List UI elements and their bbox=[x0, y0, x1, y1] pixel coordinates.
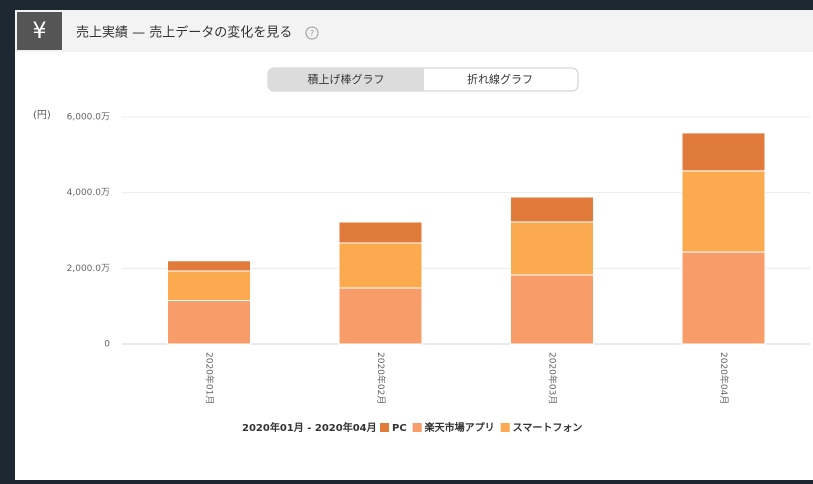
help-icon[interactable]: ? bbox=[310, 29, 314, 38]
y-unit: (円) bbox=[33, 110, 51, 121]
legend-swatch bbox=[380, 423, 389, 432]
x-tick-label: 2020年03月 bbox=[547, 352, 559, 404]
bar-segment bbox=[511, 197, 594, 222]
y-tick-label: 0 bbox=[104, 340, 110, 350]
x-tick-label: 2020年04月 bbox=[718, 352, 730, 404]
bar-segment bbox=[168, 261, 251, 271]
legend-label: スマートフォン bbox=[513, 422, 583, 434]
legend-swatch bbox=[501, 423, 510, 432]
legend-title: 2020年01月 - 2020年04月 bbox=[242, 421, 377, 434]
bar-segment bbox=[168, 271, 251, 301]
bar-segment bbox=[339, 288, 422, 344]
x-tick-label: 2020年02月 bbox=[375, 352, 387, 404]
bar-segment bbox=[511, 275, 594, 344]
toggle-stacked[interactable]: 積上げ棒グラフ bbox=[308, 72, 385, 86]
y-tick-label: 6,000.0万 bbox=[67, 113, 110, 123]
header-icon: ¥ bbox=[33, 19, 47, 44]
screen: ¥ 売上実績 — 売上データの変化を見る ? 積上げ棒グラフ 折れ線グラフ (円… bbox=[0, 0, 813, 480]
x-tick-label: 2020年01月 bbox=[204, 352, 216, 404]
bar-segment bbox=[511, 222, 594, 275]
y-tick-label: 2,000.0万 bbox=[67, 264, 110, 274]
y-tick-label: 4,000.0万 bbox=[67, 188, 110, 198]
bar-segment bbox=[682, 133, 765, 171]
bar-segment bbox=[339, 243, 422, 288]
header-title: 売上実績 — 売上データの変化を見る bbox=[76, 25, 292, 41]
legend-label: 楽天市場アプリ bbox=[424, 421, 495, 434]
toggle-line[interactable]: 折れ線グラフ bbox=[467, 72, 533, 86]
legend-swatch bbox=[413, 423, 422, 432]
bar-segment bbox=[682, 171, 765, 252]
bar-segment bbox=[339, 222, 422, 243]
legend-label: PC bbox=[392, 423, 407, 434]
bar-segment bbox=[168, 300, 251, 344]
bar-segment bbox=[682, 252, 765, 344]
